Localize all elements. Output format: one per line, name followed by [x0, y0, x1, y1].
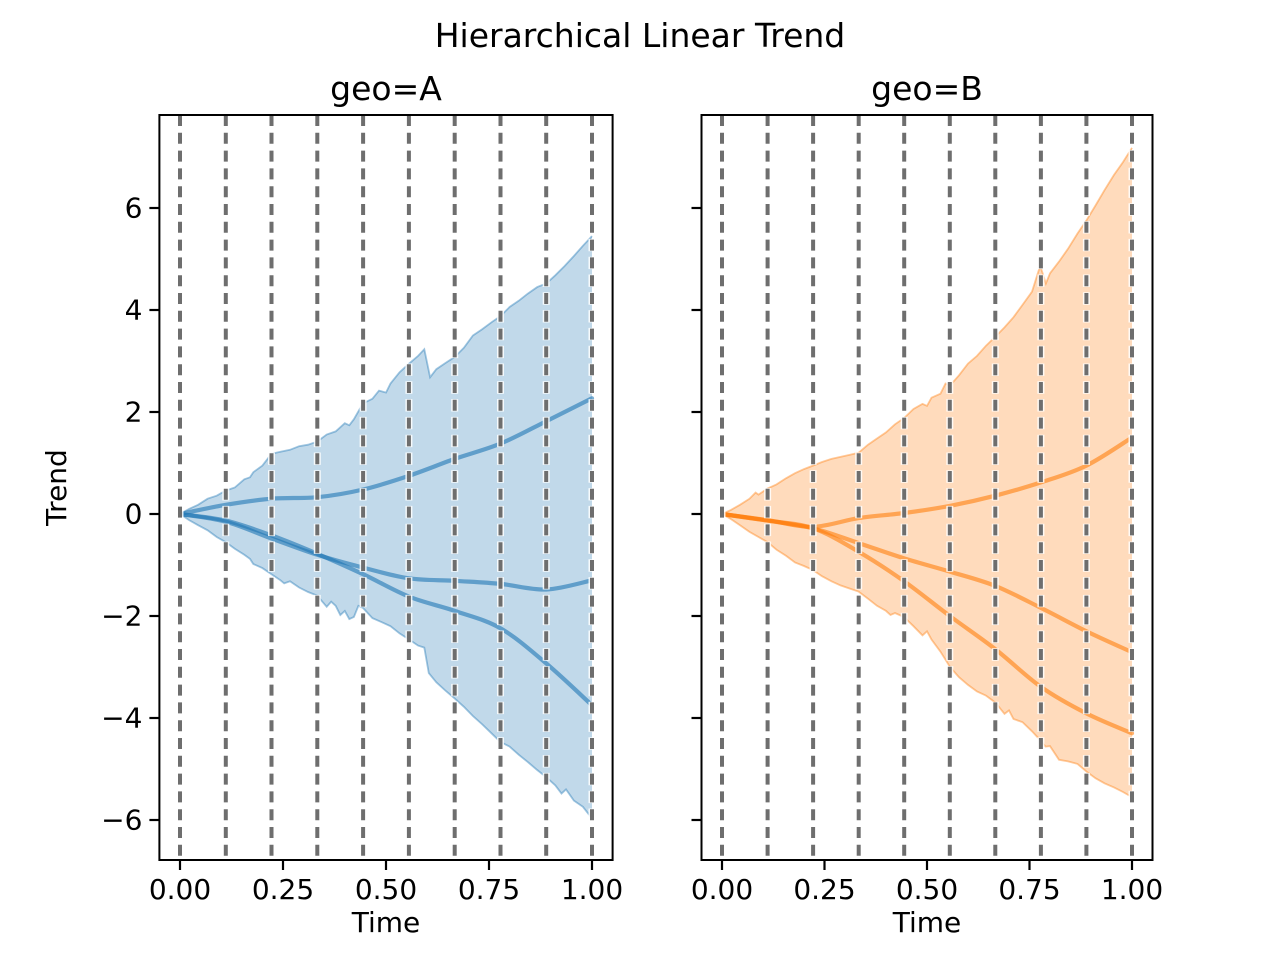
y-tick-label: −2 [101, 600, 142, 633]
x-tick-label: 0.50 [896, 873, 958, 906]
x-tick-label: 1.00 [561, 873, 623, 906]
x-tick-label: 0.50 [355, 873, 417, 906]
x-tick-label: 0.00 [149, 873, 211, 906]
y-tick-label: −6 [101, 804, 142, 837]
figure-suptitle: Hierarchical Linear Trend [435, 16, 846, 55]
x-tick-label: 0.75 [998, 873, 1060, 906]
x-tick-label: 0.75 [458, 873, 520, 906]
panel-a: 0.00 0.25 0.50 0.75 1.00 −6 −4 −2 0 2 4 6 [101, 114, 623, 906]
hdi-band-edge [721, 513, 1133, 798]
panel-b: 0.00 0.25 0.50 0.75 1.00 [691, 114, 1163, 906]
hdi-band-edge [179, 513, 593, 820]
trend-line-3 [719, 511, 1135, 736]
y-axis-label: Trend [40, 449, 73, 527]
hdi-band [722, 147, 1132, 798]
panel-b-title: geo=B [871, 69, 983, 108]
y-tick-label: 0 [125, 498, 143, 531]
x-axis-label-a: Time [351, 906, 421, 939]
x-tick-label: 0.00 [691, 873, 753, 906]
trend-line-3 [177, 511, 595, 708]
hdi-band [180, 236, 592, 819]
y-tick-label: 2 [125, 396, 143, 429]
panel-a-title: geo=A [330, 69, 442, 108]
y-tick-label: 6 [125, 192, 143, 225]
x-axis-label-b: Time [892, 906, 962, 939]
trend-line-1 [177, 396, 595, 517]
x-tick-label: 1.00 [1101, 873, 1163, 906]
x-tick-label: 0.25 [793, 873, 855, 906]
y-tick-label: −4 [101, 702, 142, 735]
y-tick-label: 4 [125, 294, 143, 327]
x-tick-label: 0.25 [252, 873, 314, 906]
hdi-band-edge [721, 147, 1133, 515]
hdi-band-edge [179, 235, 593, 515]
